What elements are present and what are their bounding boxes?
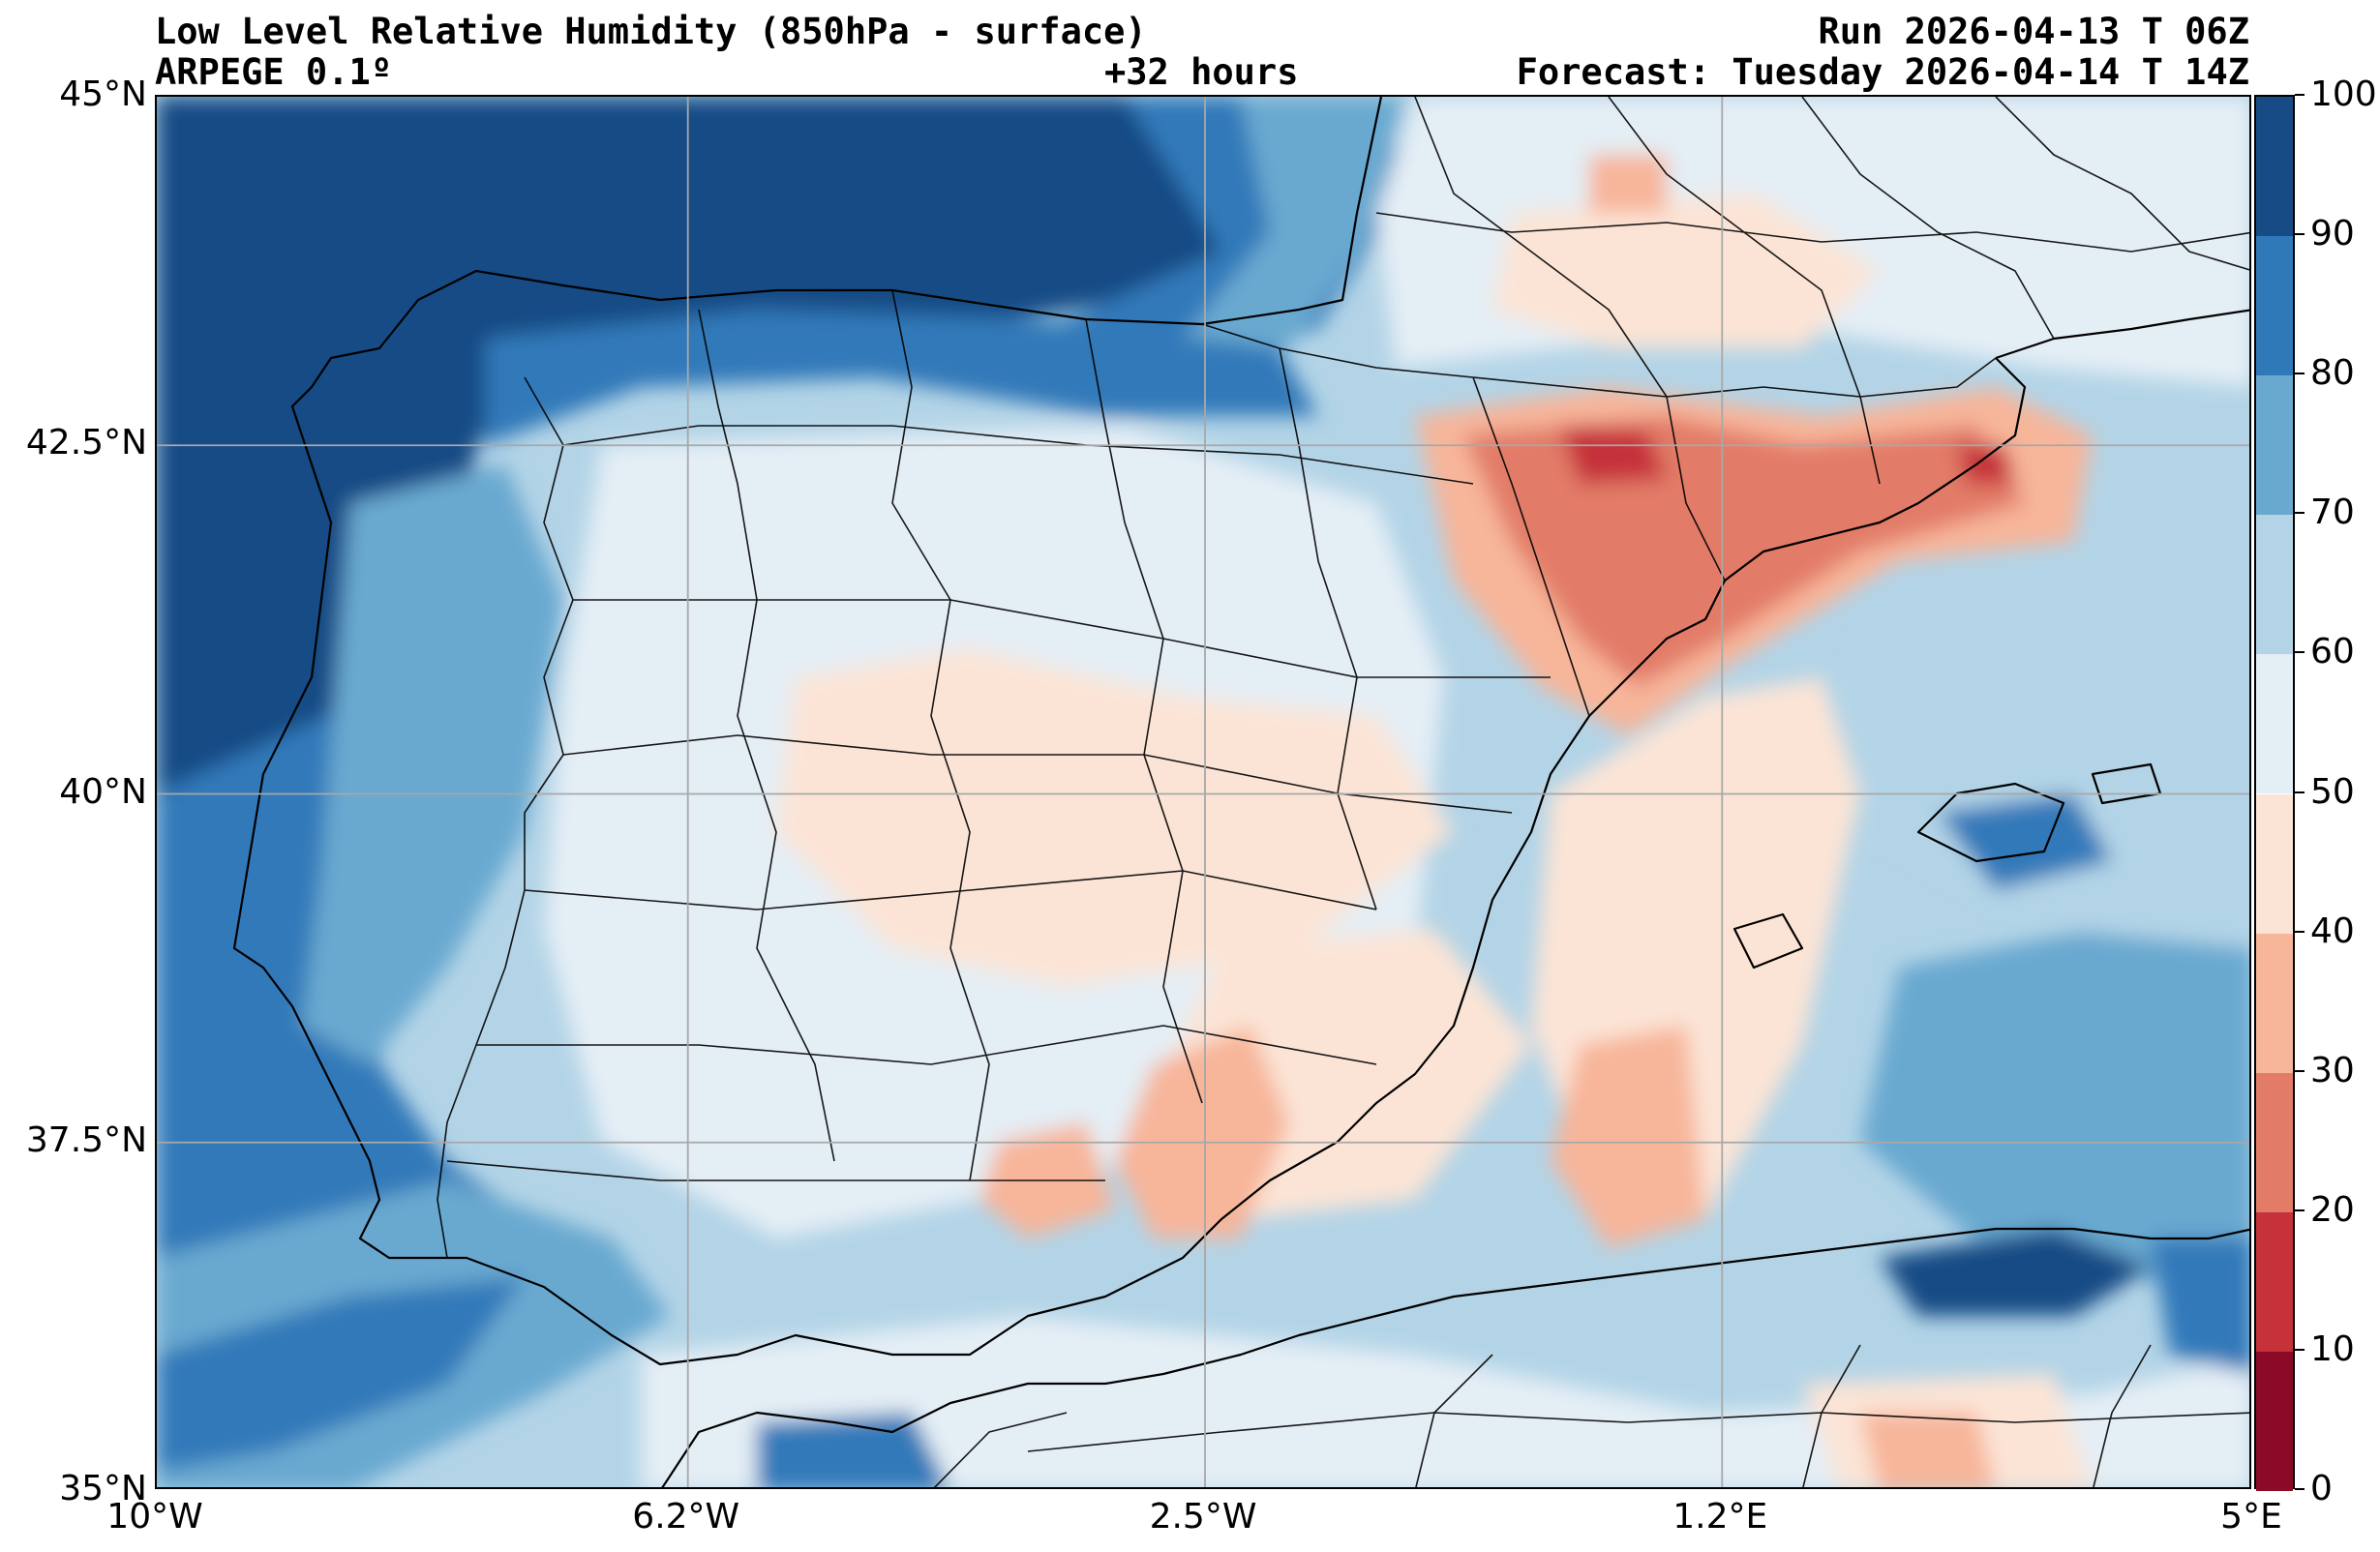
- colorbar-tick-mark: [2295, 651, 2305, 654]
- rh-zone-30-40-granada: [1115, 1026, 1289, 1239]
- france-region-4: [1995, 97, 2249, 271]
- africa-border-1: [933, 1412, 1068, 1487]
- colorbar-segment: [2256, 236, 2293, 376]
- colorbar-tick-label: 0: [2310, 1469, 2333, 1508]
- colorbar-segment: [2256, 515, 2293, 655]
- rh-zone-70-80-bay: [1183, 97, 1405, 348]
- colorbar-segment: [2256, 654, 2293, 794]
- rh-zone-40-50-france-patch: [1492, 194, 1880, 348]
- lead-time-label: +32 hours: [1104, 51, 1299, 93]
- rh-zone-20-30-ebro-core: [1463, 416, 2025, 687]
- rh-zone-70-80-portugal: [302, 464, 563, 1064]
- france-region-1: [1414, 97, 1668, 398]
- france-region-3: [1801, 97, 2055, 340]
- africa-border-h: [1027, 1412, 2249, 1452]
- colorbar-segment: [2256, 1211, 2293, 1352]
- map-plot-area[interactable]: [155, 95, 2251, 1489]
- rh-zone-80-90-rif: [757, 1413, 949, 1487]
- model-label: ARPEGE 0.1º: [155, 51, 393, 93]
- region-border-h5: [476, 1025, 1377, 1065]
- region-border-1: [698, 309, 835, 1162]
- colorbar-segment: [2256, 1072, 2293, 1212]
- coastlines: [232, 97, 2249, 1487]
- rh-zone-30-40-algeria-spot: [1860, 1413, 1996, 1487]
- rh-zone-40-50-la-mancha: [776, 648, 1454, 987]
- region-border-3: [1085, 318, 1203, 1104]
- lon-tick-label: 10°W: [106, 1497, 203, 1537]
- region-border-h3: [562, 734, 1513, 814]
- colorbar-tick-mark: [2295, 1488, 2305, 1490]
- france-coastline: [1995, 309, 2249, 360]
- region-border-2: [891, 289, 990, 1181]
- north-africa-coastline: [661, 1227, 2249, 1487]
- region-border-5: [1472, 376, 1590, 717]
- rh-zone-80-90-algeria: [2151, 1239, 2249, 1374]
- colorbar-tick-mark: [2295, 791, 2305, 793]
- run-label: Run 2026-04-13 T 06Z: [1818, 11, 2249, 52]
- colorbar-segment: [2256, 97, 2293, 237]
- spain-france-border: [1201, 323, 1997, 398]
- portugal-spain-border: [437, 376, 574, 1259]
- rh-zone-30-40-france-spot: [1589, 155, 1667, 213]
- colorbar-segment: [2256, 933, 2293, 1073]
- forecast-label: Forecast: Tuesday 2026-04-14 T 14Z: [1516, 51, 2249, 93]
- colorbar-tick-label: 20: [2310, 1189, 2355, 1230]
- lon-tick-label: 2.5°W: [1149, 1497, 1257, 1537]
- rh-zone-80-90-north-coast: [486, 310, 1318, 445]
- iberia-coastline: [232, 97, 2027, 1366]
- rh-zone-80-90-gulf-cadiz: [157, 1277, 525, 1471]
- colorbar-tick-mark: [2295, 94, 2305, 96]
- lon-tick-label: 6.2°W: [632, 1497, 740, 1537]
- colorbar-tick-mark: [2295, 1348, 2305, 1351]
- rh-zone-60-70-balearic: [1860, 619, 2249, 948]
- colorbar-tick-mark: [2295, 1069, 2305, 1072]
- region-border-h2: [573, 599, 1551, 678]
- colorbar-tick-label: 10: [2310, 1328, 2355, 1369]
- colorbar-tick-mark: [2295, 373, 2305, 375]
- gridlines: [157, 97, 2249, 1487]
- map-title: Low Level Relative Humidity (850hPa - su…: [155, 11, 1147, 52]
- rh-zone-30-40-alboran: [1551, 1026, 1705, 1248]
- colorbar-segment: [2256, 793, 2293, 934]
- rh-zone-10-20-ebro-spots: [1560, 426, 1667, 484]
- region-border-h1: [562, 425, 1474, 485]
- colorbar-tick-mark: [2295, 1209, 2305, 1211]
- rh-zone-80-90-mallorca: [1938, 793, 2112, 890]
- colorbar-segment: [2256, 1351, 2293, 1491]
- colorbar-tick-label: 50: [2310, 771, 2355, 812]
- lat-tick-label: 35°N: [59, 1469, 147, 1508]
- region-border-4: [1279, 347, 1377, 910]
- colorbar-tick-label: 90: [2310, 214, 2355, 254]
- rh-zone-10-20-catalonia-spot: [1957, 445, 2015, 484]
- lon-tick-label: 1.2°E: [1672, 1497, 1768, 1537]
- admin-borders: [437, 97, 2249, 1487]
- africa-border-4: [2093, 1344, 2152, 1487]
- region-border-h6: [446, 1160, 1105, 1181]
- colorbar-tick-mark: [2295, 233, 2305, 236]
- colorbar-tick-label: 70: [2310, 492, 2355, 533]
- ibiza-coastline: [1732, 912, 1804, 970]
- rh-zone-70-80-east-med: [1860, 929, 2249, 1297]
- colorbar-tick-label: 100: [2310, 75, 2377, 114]
- region-border-7: [1859, 396, 1881, 485]
- france-region-h: [1375, 212, 2249, 253]
- colorbar-tick-label: 40: [2310, 910, 2355, 951]
- rh-zone-90-100-biscay: [157, 97, 1357, 1064]
- colorbar-tick-label: 60: [2310, 632, 2355, 672]
- rh-zone-90-100-algeria-coast: [1880, 1229, 2151, 1316]
- colorbar-tick-mark: [2295, 512, 2305, 515]
- colorbar: [2254, 95, 2295, 1491]
- lat-tick-label: 45°N: [59, 75, 147, 114]
- lat-tick-label: 42.5°N: [25, 423, 147, 463]
- colorbar-tick-label: 30: [2310, 1050, 2355, 1090]
- lat-tick-label: 40°N: [59, 771, 147, 812]
- colorbar-tick-label: 80: [2310, 353, 2355, 394]
- colorbar-tick-mark: [2295, 930, 2305, 933]
- region-border-h4: [524, 870, 1377, 910]
- colorbar-segment: [2256, 375, 2293, 516]
- region-border-6: [1666, 396, 1726, 582]
- lat-tick-label: 37.5°N: [25, 1119, 147, 1160]
- lon-tick-label: 5°E: [2220, 1497, 2282, 1537]
